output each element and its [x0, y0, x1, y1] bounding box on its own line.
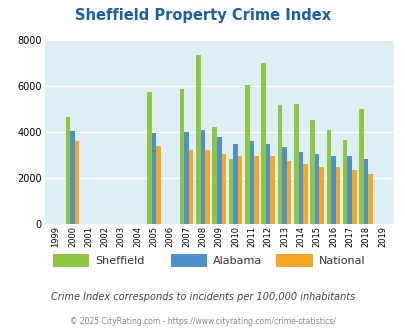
Text: © 2025 CityRating.com - https://www.cityrating.com/crime-statistics/: © 2025 CityRating.com - https://www.city…: [70, 317, 335, 326]
Bar: [212, 127, 216, 224]
Bar: [221, 154, 226, 224]
Bar: [233, 144, 237, 224]
Bar: [188, 150, 193, 224]
Bar: [293, 104, 298, 224]
Text: National: National: [318, 256, 364, 266]
Bar: [347, 156, 351, 224]
Text: Sheffield Property Crime Index: Sheffield Property Crime Index: [75, 8, 330, 23]
Bar: [216, 137, 221, 224]
Bar: [179, 89, 184, 224]
Text: Sheffield: Sheffield: [95, 256, 145, 266]
Bar: [309, 120, 314, 224]
Bar: [281, 147, 286, 224]
Bar: [228, 159, 233, 224]
Bar: [200, 130, 205, 224]
Bar: [70, 131, 75, 224]
Bar: [147, 91, 151, 224]
Bar: [237, 156, 242, 224]
Bar: [358, 109, 363, 224]
Text: Crime Index corresponds to incidents per 100,000 inhabitants: Crime Index corresponds to incidents per…: [51, 292, 354, 302]
Bar: [65, 117, 70, 224]
Bar: [254, 156, 258, 224]
Bar: [342, 140, 347, 224]
Bar: [249, 141, 254, 224]
Bar: [326, 130, 330, 224]
Bar: [335, 167, 339, 224]
Bar: [156, 146, 160, 224]
Bar: [184, 132, 188, 224]
Bar: [330, 156, 335, 224]
Bar: [314, 154, 319, 224]
Bar: [363, 159, 367, 224]
Bar: [277, 105, 281, 224]
Bar: [151, 133, 156, 224]
Bar: [261, 63, 265, 224]
Bar: [196, 54, 200, 224]
Text: Alabama: Alabama: [213, 256, 262, 266]
Bar: [367, 174, 372, 224]
Bar: [244, 84, 249, 224]
Bar: [265, 144, 270, 224]
Bar: [205, 150, 209, 224]
Bar: [75, 141, 79, 224]
Bar: [351, 170, 356, 224]
Bar: [270, 156, 274, 224]
Bar: [303, 164, 307, 224]
Bar: [298, 152, 303, 224]
Bar: [319, 167, 323, 224]
Bar: [286, 161, 291, 224]
